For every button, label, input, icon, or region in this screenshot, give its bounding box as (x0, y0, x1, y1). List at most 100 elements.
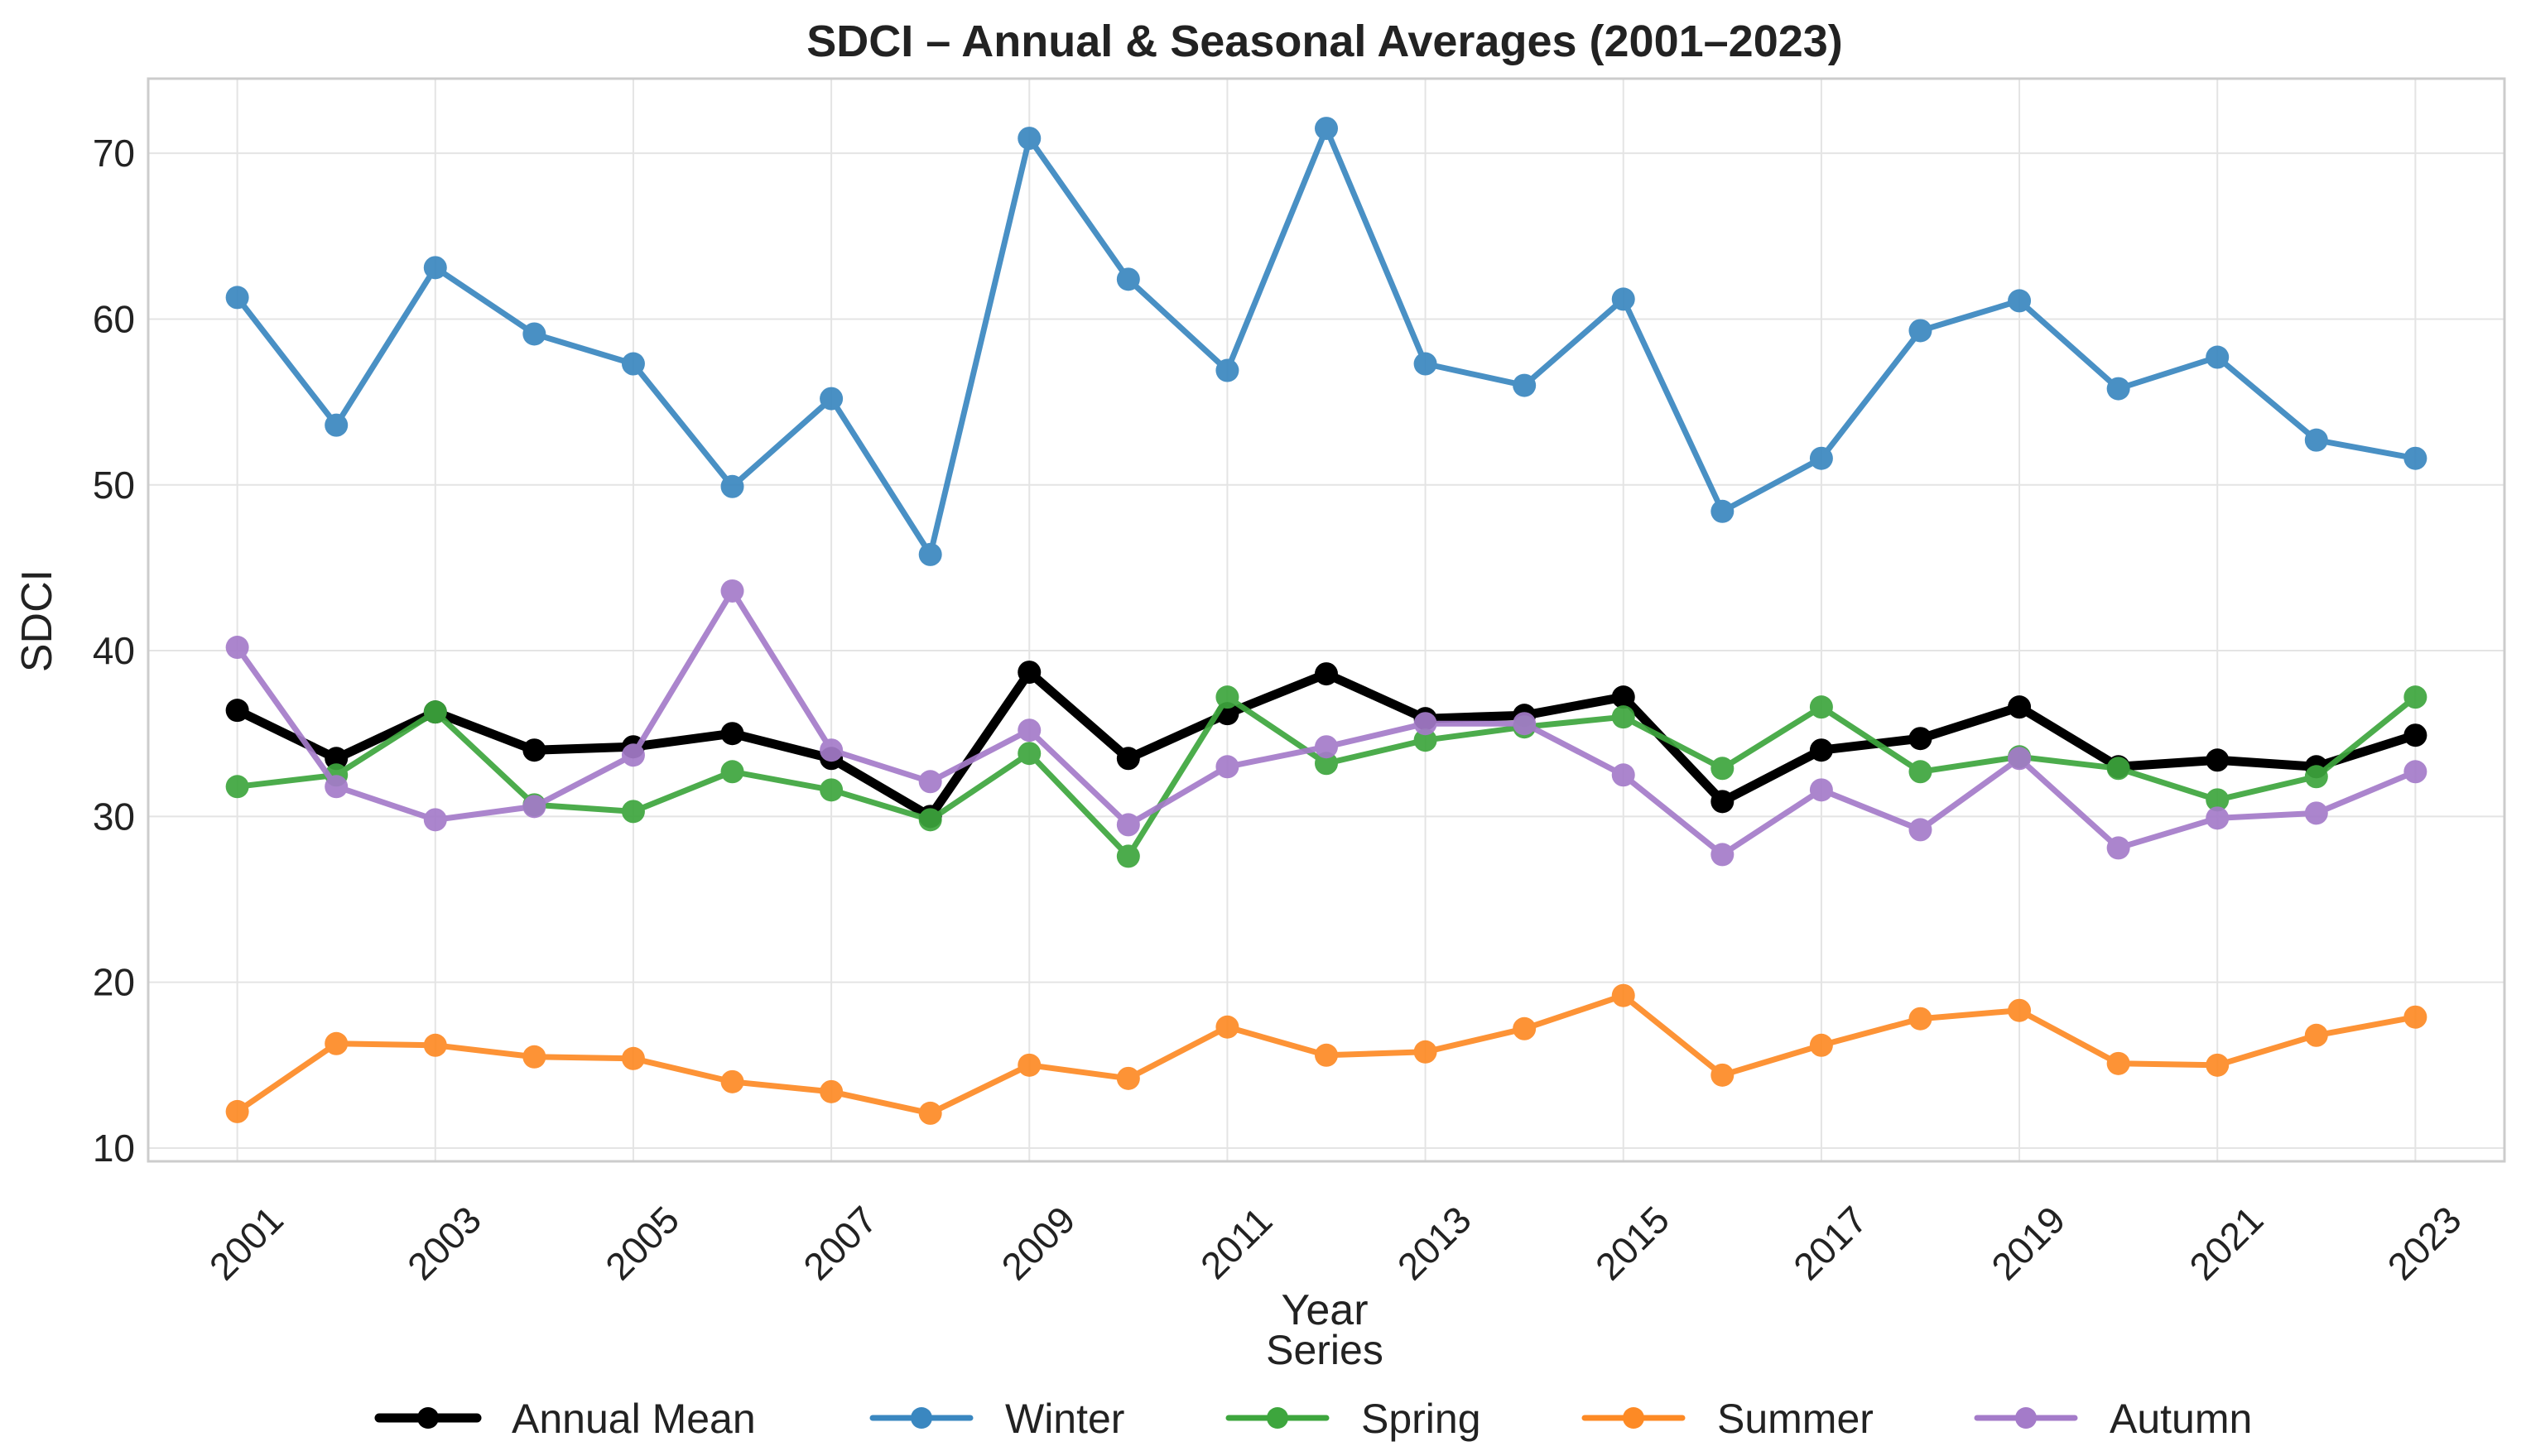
data-point-annual-mean (2008, 695, 2032, 719)
data-point-winter (1018, 127, 1042, 151)
series-summer (225, 983, 2427, 1125)
data-point-winter (918, 542, 942, 566)
data-point-annual-mean (2206, 748, 2230, 772)
data-point-winter (820, 387, 844, 411)
data-point-summer (1809, 1033, 1833, 1057)
data-point-winter (2008, 289, 2032, 313)
data-point-winter (225, 286, 249, 310)
data-point-summer (1018, 1053, 1042, 1077)
data-point-winter (2304, 428, 2328, 452)
legend-item-spring: Spring (1225, 1396, 1481, 1442)
x-tick-labels: 2001 2003 2005 2007 2009 2011 2013 2015 2017 2019… (201, 1198, 2470, 1288)
series-spring (225, 685, 2427, 868)
y-tick-label: 30 (93, 795, 135, 838)
data-point-summer (918, 1101, 942, 1125)
data-point-annual-mean (1611, 685, 1635, 709)
data-point-spring (2304, 765, 2328, 789)
data-point-spring (1908, 760, 1932, 784)
legend-item-winter: Winter (869, 1396, 1124, 1442)
data-point-autumn (1413, 712, 1437, 736)
data-point-summer (2008, 998, 2032, 1022)
data-point-autumn (2403, 760, 2427, 784)
data-point-autumn (2106, 836, 2130, 860)
data-point-spring (1116, 844, 1140, 868)
data-point-autumn (423, 808, 447, 832)
data-point-annual-mean (1116, 747, 1140, 771)
legend: Annual Mean Winter Spring Summer Autumn (374, 1396, 2252, 1442)
legend-marker-annual-mean (417, 1407, 439, 1429)
x-tick-label: 2021 (2181, 1198, 2271, 1288)
x-tick-label: 2015 (1587, 1198, 1677, 1288)
x-tick-label: 2017 (1785, 1198, 1875, 1288)
x-tick-label: 2007 (795, 1198, 885, 1288)
data-point-summer (1513, 1016, 1537, 1040)
legend-marker-winter (911, 1407, 932, 1429)
data-point-autumn (820, 738, 844, 762)
series-layer (225, 117, 2427, 1125)
series-line-autumn (234, 588, 2418, 858)
data-point-summer (2304, 1023, 2328, 1047)
legend-label-spring: Spring (1361, 1396, 1481, 1442)
legend-marker-summer (1623, 1407, 1644, 1429)
data-point-autumn (1315, 735, 1338, 759)
data-point-spring (1809, 695, 1833, 719)
data-point-summer (2106, 1051, 2130, 1075)
data-point-spring (1315, 752, 1338, 776)
x-tick-label: 2005 (597, 1198, 687, 1288)
series-line-winter (234, 125, 2418, 558)
data-point-winter (2403, 446, 2427, 470)
data-point-summer (1315, 1043, 1338, 1067)
data-point-winter (720, 474, 744, 498)
data-point-autumn (918, 770, 942, 794)
data-point-autumn (325, 775, 349, 799)
data-point-annual-mean (720, 722, 744, 746)
x-tick-label: 2023 (2379, 1198, 2469, 1288)
legend-marker-spring (1267, 1407, 1288, 1429)
x-tick-label: 2019 (1983, 1198, 2073, 1288)
data-point-winter (325, 413, 349, 437)
data-point-spring (2403, 685, 2427, 709)
data-point-autumn (1116, 813, 1140, 837)
data-point-winter (1710, 499, 1735, 523)
data-point-winter (1116, 267, 1140, 291)
data-point-spring (621, 800, 645, 824)
data-point-annual-mean (522, 738, 546, 762)
data-point-autumn (1018, 718, 1042, 742)
data-point-autumn (1809, 778, 1833, 802)
x-tick-label: 2003 (399, 1198, 489, 1288)
chart-title: SDCI – Annual & Seasonal Averages (2001–… (806, 17, 1843, 66)
data-point-annual-mean (2403, 723, 2427, 747)
data-point-spring (1710, 757, 1735, 781)
data-point-autumn (1908, 818, 1932, 842)
data-point-autumn (2008, 747, 2032, 771)
data-point-annual-mean (1315, 662, 1338, 686)
legend-item-annual-mean: Annual Mean (374, 1396, 756, 1442)
x-axis-label: Year (1281, 1286, 1368, 1334)
y-tick-labels: 10 20 30 40 50 60 70 (93, 132, 135, 1170)
data-point-autumn (621, 743, 645, 767)
legend-label-annual-mean: Annual Mean (512, 1396, 756, 1442)
data-point-winter (1315, 117, 1338, 141)
data-point-summer (621, 1046, 645, 1070)
x-tick-label: 2001 (201, 1198, 291, 1288)
data-point-summer (325, 1031, 349, 1055)
y-tick-label: 50 (93, 464, 135, 507)
data-point-autumn (2206, 806, 2230, 830)
legend-item-summer: Summer (1581, 1396, 1874, 1442)
x-tick-label: 2013 (1389, 1198, 1480, 1288)
data-point-spring (423, 700, 447, 724)
data-point-spring (2106, 757, 2130, 781)
data-point-summer (1215, 1015, 1239, 1039)
data-point-winter (1908, 319, 1932, 343)
data-point-winter (423, 256, 447, 280)
data-point-autumn (1513, 712, 1537, 736)
x-tick-label: 2009 (993, 1198, 1083, 1288)
data-point-spring (720, 760, 744, 784)
data-point-annual-mean (1908, 727, 1932, 751)
data-point-spring (1413, 728, 1437, 752)
data-point-summer (522, 1045, 546, 1069)
data-point-summer (720, 1069, 744, 1093)
y-tick-label: 10 (93, 1127, 135, 1170)
data-point-spring (1611, 705, 1635, 729)
